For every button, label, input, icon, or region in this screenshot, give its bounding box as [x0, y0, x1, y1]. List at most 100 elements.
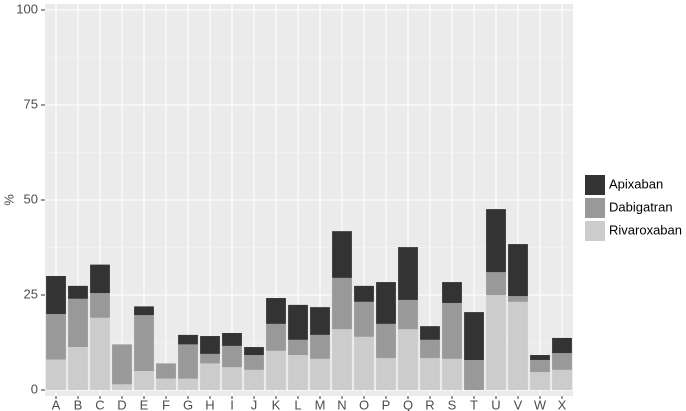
x-tick-label: U	[491, 397, 500, 411]
x-tick-label: A	[52, 397, 61, 411]
bar-segment	[442, 302, 462, 359]
bar-segment	[90, 293, 110, 318]
x-tick-label: V	[514, 397, 523, 411]
bar-segment	[530, 359, 550, 373]
x-tick-label: G	[183, 397, 193, 411]
x-tick-label: X	[558, 397, 567, 411]
bar-segment	[68, 298, 88, 348]
bar-segment	[46, 359, 66, 390]
bar-segment	[68, 285, 88, 299]
bar-segment	[508, 244, 528, 297]
x-tick-label: O	[359, 397, 369, 411]
x-tick-label: M	[315, 397, 326, 411]
x-tick-label: T	[470, 397, 478, 411]
x-tick-label: B	[74, 397, 83, 411]
bar-segment	[552, 353, 572, 370]
bar-segment	[244, 355, 264, 370]
bar-segment	[288, 355, 308, 390]
legend-label: Apixaban	[609, 176, 663, 191]
bar-segment	[200, 363, 220, 390]
bar-segment	[354, 336, 374, 390]
bar-segment	[442, 358, 462, 390]
bar-segment	[420, 339, 440, 359]
legend-swatch	[585, 175, 605, 195]
bar-segment	[464, 359, 484, 390]
bar-segment	[420, 358, 440, 390]
bar-segment	[178, 344, 198, 379]
legend-label: Rivaroxaban	[609, 222, 682, 237]
bar-segment	[266, 323, 286, 351]
bar-segment	[46, 276, 66, 314]
y-tick-label: 0	[31, 381, 38, 396]
bar-segment	[332, 329, 352, 390]
bar-segment	[288, 339, 308, 356]
bar-segment	[310, 334, 330, 359]
bar-segment	[266, 350, 286, 390]
x-tick-label: L	[294, 397, 301, 411]
bar-segment	[464, 312, 484, 360]
bar-segment	[332, 231, 352, 278]
bar-segment	[178, 378, 198, 390]
bar-segment	[156, 378, 176, 390]
y-tick-label: 50	[24, 191, 38, 206]
bar-segment	[90, 264, 110, 294]
x-tick-label: Q	[403, 397, 413, 411]
bar-segment	[68, 347, 88, 390]
bar-segment	[244, 369, 264, 390]
x-tick-label: H	[205, 397, 214, 411]
bar-segment	[178, 334, 198, 345]
bar-segment	[310, 358, 330, 390]
bar-segment	[46, 314, 66, 360]
x-tick-label: S	[448, 397, 457, 411]
y-tick-label: 100	[16, 1, 38, 16]
bar-segment	[354, 301, 374, 337]
bar-segment	[486, 295, 506, 390]
x-tick-label: W	[534, 397, 547, 411]
bar-segment	[222, 333, 242, 346]
bar-segment	[376, 323, 396, 359]
legend-swatch	[585, 198, 605, 218]
bar-segment	[354, 285, 374, 302]
bar-segment	[112, 384, 132, 390]
bar-segment	[486, 209, 506, 273]
bar-segment	[486, 272, 506, 295]
bar-segment	[376, 358, 396, 390]
y-tick-label: 25	[24, 286, 38, 301]
x-tick-label: I	[230, 397, 234, 411]
bar-segment	[200, 353, 220, 364]
bar-segment	[332, 277, 352, 330]
bar-segment	[90, 317, 110, 390]
bar-segment	[222, 345, 242, 368]
bar-segment	[222, 367, 242, 390]
x-tick-label: J	[251, 397, 258, 411]
bar-segment	[420, 326, 440, 340]
bar-segment	[508, 296, 528, 302]
bar-segment	[552, 369, 572, 390]
bar-segment	[530, 372, 550, 390]
bar-segment	[288, 304, 308, 340]
legend-swatch	[585, 221, 605, 241]
x-tick-label: C	[95, 397, 104, 411]
bar-segment	[244, 347, 264, 356]
x-tick-label: N	[337, 397, 346, 411]
bar-segment	[508, 301, 528, 390]
x-tick-label: P	[382, 397, 391, 411]
bar-segment	[376, 282, 396, 324]
y-tick-label: 75	[24, 96, 38, 111]
bar-segment	[398, 299, 418, 330]
bar-segment	[266, 298, 286, 324]
x-tick-label: E	[140, 397, 149, 411]
bar-segment	[200, 336, 220, 354]
x-tick-label: F	[162, 397, 170, 411]
bar-segment	[134, 315, 154, 371]
bar-segment	[112, 344, 132, 385]
bar-segment	[398, 329, 418, 390]
bar-segment	[134, 306, 154, 316]
bar-segment	[398, 247, 418, 300]
bar-segment	[442, 282, 462, 303]
bar-segment	[134, 371, 154, 390]
x-tick-label: K	[272, 397, 281, 411]
bar-segment	[552, 337, 572, 354]
x-tick-label: R	[425, 397, 434, 411]
